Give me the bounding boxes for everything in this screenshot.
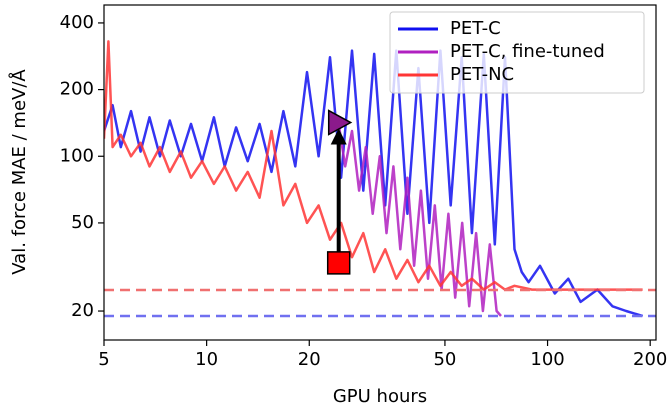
series-line (104, 49, 643, 318)
arrow-head (330, 128, 347, 145)
x-tick-label: 200 (633, 349, 667, 370)
y-tick-label: 200 (60, 79, 94, 100)
x-tick-label: 10 (195, 349, 218, 370)
x-tick-label: 50 (433, 349, 456, 370)
legend-label: PET-C, fine-tuned (450, 41, 605, 62)
y-tick-label: 20 (71, 300, 94, 321)
series-line (104, 40, 643, 291)
x-axis-label: GPU hours (333, 386, 427, 407)
legend-label: PET-C (450, 18, 501, 39)
marker (327, 109, 353, 136)
plot-frame (103, 4, 657, 341)
y-tick-label: 400 (60, 12, 94, 33)
x-tick-label: 5 (98, 349, 109, 370)
series-line (337, 123, 502, 317)
y-axis-label: Val. force MAE / meV/Å (8, 69, 30, 275)
y-tick-label: 50 (71, 212, 94, 233)
legend-label: PET-NC (450, 64, 514, 85)
x-tick-label: 100 (530, 349, 564, 370)
legend-box (389, 11, 645, 94)
y-tick-label: 100 (60, 145, 94, 166)
x-tick-label: 20 (298, 349, 321, 370)
marker (326, 251, 351, 275)
